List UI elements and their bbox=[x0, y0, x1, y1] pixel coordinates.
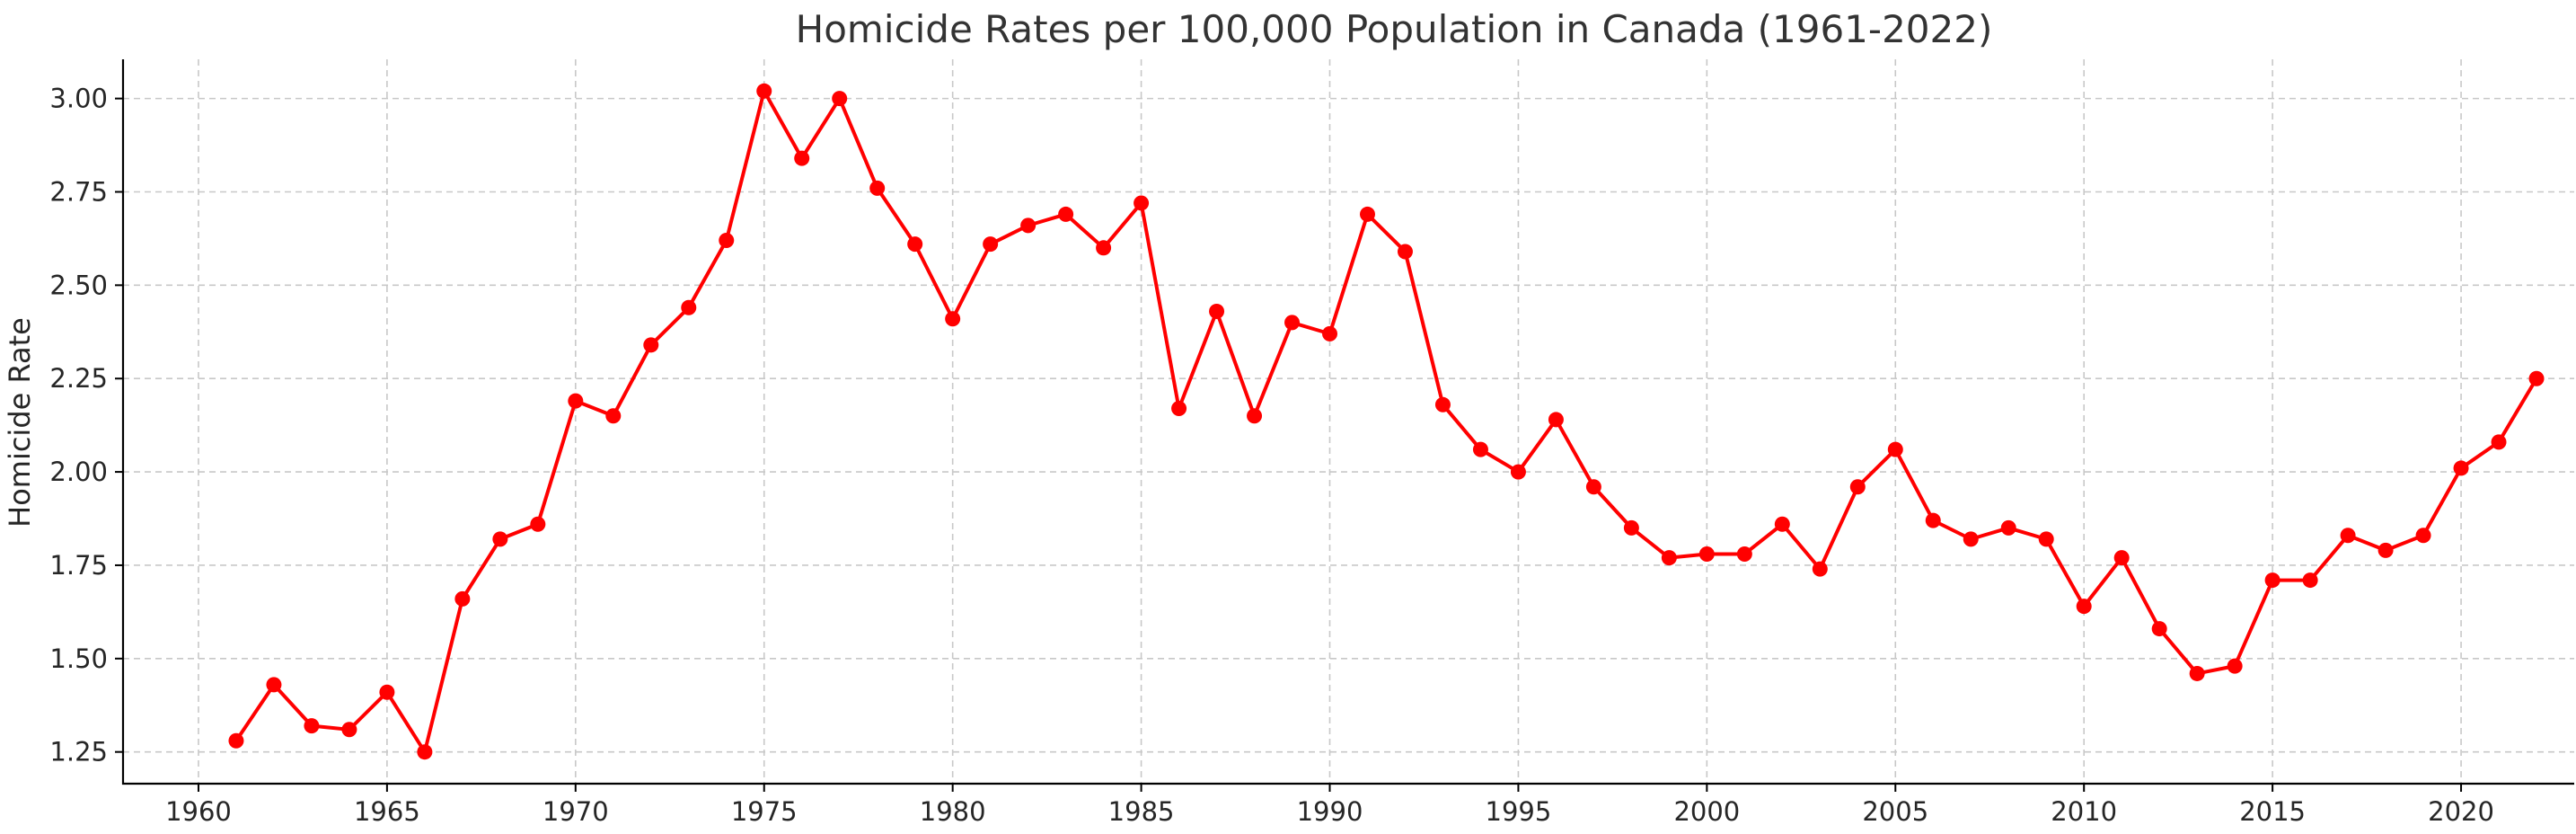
data-point bbox=[417, 744, 433, 760]
y-tick-label: 2.50 bbox=[49, 270, 108, 300]
data-point bbox=[1548, 412, 1564, 428]
x-tick-label: 1960 bbox=[165, 796, 232, 827]
x-tick-label: 2000 bbox=[1673, 796, 1740, 827]
data-point bbox=[492, 531, 508, 547]
data-point bbox=[1171, 400, 1187, 416]
x-tick-label: 2005 bbox=[1862, 796, 1928, 827]
data-point bbox=[1925, 512, 1941, 528]
data-point bbox=[2453, 460, 2469, 476]
data-point bbox=[2302, 572, 2318, 589]
data-point bbox=[2076, 599, 2092, 615]
data-point bbox=[304, 718, 320, 734]
data-point bbox=[2189, 665, 2205, 681]
data-point bbox=[1247, 408, 1263, 424]
x-tick-label: 2020 bbox=[2428, 796, 2494, 827]
data-point bbox=[794, 150, 810, 166]
data-point bbox=[228, 732, 244, 749]
data-point bbox=[1623, 519, 1639, 536]
data-point bbox=[1472, 441, 1488, 457]
data-point bbox=[983, 236, 999, 253]
data-point bbox=[1661, 550, 1677, 566]
data-point bbox=[379, 684, 395, 700]
y-tick-label: 2.75 bbox=[49, 176, 108, 207]
data-point bbox=[454, 590, 471, 607]
x-tick-label: 2015 bbox=[2239, 796, 2306, 827]
x-tick-label: 1990 bbox=[1297, 796, 1363, 827]
chart-title: Homicide Rates per 100,000 Population in… bbox=[796, 7, 1993, 51]
data-point bbox=[1058, 206, 1074, 222]
data-point bbox=[1963, 531, 1979, 547]
data-point bbox=[1359, 206, 1375, 222]
data-point bbox=[2491, 434, 2507, 450]
data-point bbox=[1849, 479, 1866, 495]
data-point bbox=[568, 393, 584, 409]
data-point bbox=[605, 408, 622, 424]
data-point bbox=[1736, 546, 1752, 562]
y-tick-label: 3.00 bbox=[49, 84, 108, 114]
data-point bbox=[530, 516, 546, 532]
data-point bbox=[945, 311, 961, 327]
data-point bbox=[1812, 561, 1828, 577]
data-point bbox=[2227, 658, 2243, 674]
data-point bbox=[1887, 441, 1903, 457]
y-tick-label: 2.25 bbox=[49, 363, 108, 394]
x-tick-label: 1980 bbox=[920, 796, 986, 827]
data-point bbox=[266, 677, 282, 693]
data-point bbox=[341, 722, 357, 738]
data-point bbox=[681, 299, 697, 315]
data-point bbox=[1322, 325, 1338, 342]
data-point bbox=[1209, 303, 1225, 319]
data-point bbox=[1434, 396, 1451, 413]
data-point bbox=[643, 337, 659, 353]
data-point bbox=[1020, 217, 1037, 234]
x-tick-label: 2010 bbox=[2051, 796, 2117, 827]
x-tick-label: 1995 bbox=[1486, 796, 1552, 827]
y-axis-label: Homicide Rate bbox=[3, 317, 37, 528]
data-point bbox=[1585, 479, 1601, 495]
y-tick-label: 2.00 bbox=[49, 457, 108, 487]
x-tick-label: 1965 bbox=[354, 796, 420, 827]
data-point bbox=[1284, 315, 1301, 331]
data-point bbox=[756, 83, 772, 99]
data-point bbox=[2113, 550, 2130, 566]
axes bbox=[121, 59, 2574, 785]
data-point bbox=[1698, 546, 1715, 562]
data-point bbox=[2151, 621, 2167, 637]
data-point bbox=[1774, 516, 1790, 532]
x-tick-label: 1970 bbox=[543, 796, 609, 827]
grid bbox=[123, 59, 2574, 784]
data-point bbox=[2038, 531, 2054, 547]
series-homicide-rate bbox=[228, 83, 2545, 760]
data-point bbox=[2264, 572, 2280, 589]
data-point bbox=[2415, 528, 2431, 544]
data-point bbox=[1510, 464, 1526, 480]
y-tick-label: 1.75 bbox=[49, 550, 108, 581]
data-point bbox=[832, 91, 848, 107]
data-point bbox=[2000, 519, 2016, 536]
data-point bbox=[719, 233, 735, 248]
data-point bbox=[2378, 542, 2394, 558]
data-point bbox=[2340, 528, 2356, 544]
series-line bbox=[234, 89, 2538, 754]
ticks: 1960 1965 1970 1975 1980 1985 1990 1995 2000 2005… bbox=[49, 84, 2494, 827]
y-tick-label: 1.25 bbox=[49, 737, 108, 767]
data-point bbox=[1096, 240, 1112, 256]
x-tick-label: 1975 bbox=[731, 796, 798, 827]
data-point bbox=[1397, 244, 1413, 260]
data-point bbox=[907, 236, 923, 253]
data-point bbox=[1134, 195, 1150, 211]
y-tick-label: 1.50 bbox=[49, 643, 108, 674]
data-point bbox=[2528, 370, 2545, 386]
data-point bbox=[869, 180, 886, 196]
x-tick-label: 1985 bbox=[1108, 796, 1175, 827]
